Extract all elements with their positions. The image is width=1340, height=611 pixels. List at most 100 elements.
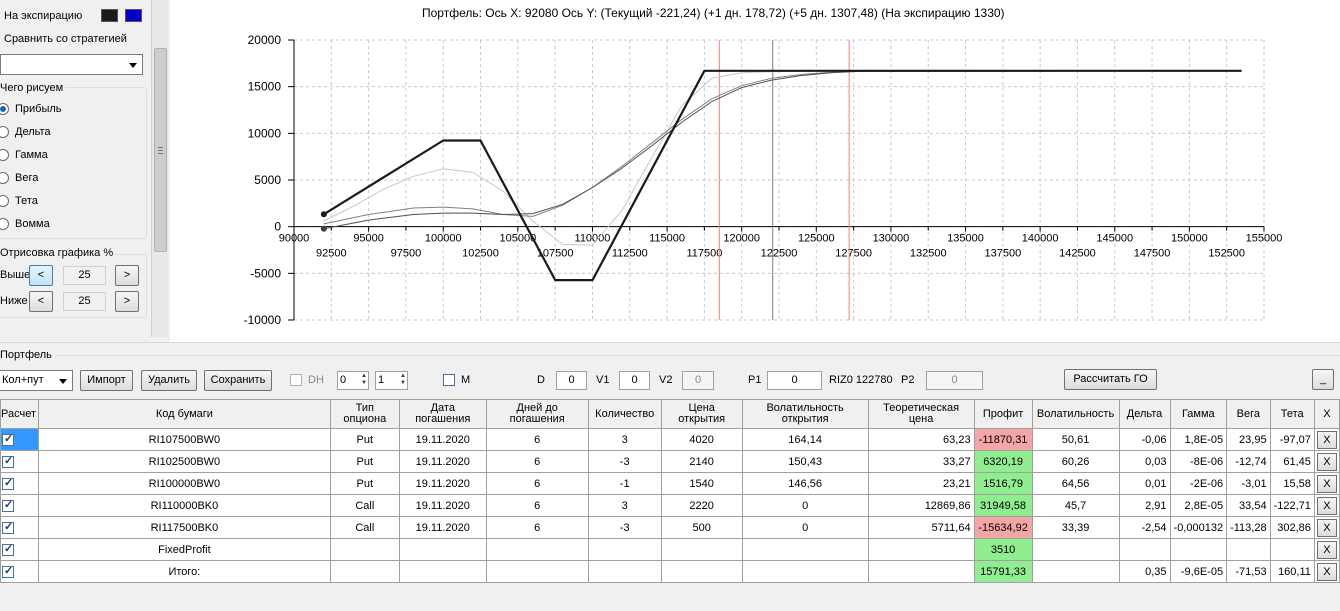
cell-profit[interactable]: -11870,31 <box>973 428 1033 451</box>
row-calc-checkbox[interactable] <box>2 520 14 534</box>
row-calc-checkbox[interactable] <box>2 498 14 512</box>
row-calc-checkbox[interactable] <box>2 542 14 556</box>
cell-gamma[interactable]: -0,000132 <box>1169 516 1228 539</box>
cell-date[interactable]: 19.11.2020 <box>398 494 487 517</box>
d-input[interactable]: 0 <box>556 371 587 390</box>
cell-date[interactable]: 19.11.2020 <box>398 450 487 473</box>
cell-theta[interactable]: -97,07 <box>1269 428 1315 451</box>
col-header[interactable]: Дней до погашения <box>485 399 589 429</box>
p1-input[interactable]: 0 <box>767 371 822 390</box>
cell-gamma[interactable]: 1,8E-05 <box>1169 428 1228 451</box>
cell-theo[interactable]: 63,23 <box>867 428 975 451</box>
col-header[interactable]: Вега <box>1226 399 1271 429</box>
save-button[interactable]: Сохранить <box>204 370 272 391</box>
cell-date[interactable] <box>398 538 487 561</box>
cell-days[interactable]: 6 <box>485 472 589 495</box>
cell-price[interactable]: 1540 <box>660 472 743 495</box>
calc-margin-button[interactable]: Рассчитать ГО <box>1064 369 1157 390</box>
col-header[interactable]: Дельта <box>1118 399 1171 429</box>
above-decrease-button[interactable]: < <box>29 265 53 286</box>
remove-row-button[interactable]: X <box>1316 518 1337 537</box>
cell-vol-open[interactable] <box>741 538 869 561</box>
cell-theta[interactable]: 15,58 <box>1269 472 1315 495</box>
table-row[interactable]: RI100000BW0Put19.11.20206-11540146,5623,… <box>0 472 1340 495</box>
cell-delta[interactable] <box>1118 538 1171 561</box>
cell-type[interactable]: Put <box>329 450 400 473</box>
p2-input[interactable]: 0 <box>926 371 983 390</box>
profit-chart[interactable]: 20000 15000 10000 5000 0 -5000 -10000 90000 9500… <box>0 0 1340 342</box>
cell-vega[interactable] <box>1226 538 1271 561</box>
col-header[interactable]: Волатильность открытия <box>741 399 869 429</box>
below-decrease-button[interactable]: < <box>29 291 53 312</box>
cell-code[interactable]: RI117500BK0 <box>38 516 331 539</box>
cell-price[interactable]: 2220 <box>660 494 743 517</box>
cell-price[interactable] <box>660 538 743 561</box>
import-button[interactable]: Импорт <box>80 370 133 391</box>
cell-delta[interactable]: 0,35 <box>1118 560 1171 583</box>
cell-gamma[interactable] <box>1169 538 1228 561</box>
row-calc-checkbox[interactable] <box>2 564 14 578</box>
cell-date[interactable]: 19.11.2020 <box>398 428 487 451</box>
cell-gamma[interactable]: -8E-06 <box>1169 450 1228 473</box>
cell-vega[interactable]: -71,53 <box>1226 560 1271 583</box>
radio-delta[interactable] <box>0 126 9 138</box>
spin-arrows-icon[interactable]: ▲ ▼ <box>361 373 367 386</box>
cell-qty[interactable]: -1 <box>587 472 662 495</box>
cell-profit[interactable]: -15634,92 <box>973 516 1033 539</box>
cell-vol[interactable]: 64,56 <box>1031 472 1120 495</box>
cell-vega[interactable]: -113,28 <box>1226 516 1271 539</box>
expiry-color-black[interactable] <box>101 9 118 22</box>
above-increase-button[interactable]: > <box>115 265 139 286</box>
table-row[interactable]: RI110000BK0Call19.11.2020632220012869,86… <box>0 494 1340 517</box>
cell-date[interactable] <box>398 560 487 583</box>
cell-price[interactable]: 4020 <box>660 428 743 451</box>
cell-type[interactable]: Put <box>329 472 400 495</box>
cell-qty[interactable]: -3 <box>587 450 662 473</box>
cell-vol-open[interactable]: 150,43 <box>741 450 869 473</box>
cell-delta[interactable]: -2,54 <box>1118 516 1171 539</box>
cell-gamma[interactable]: 2,8E-05 <box>1169 494 1228 517</box>
above-value[interactable]: 25 <box>63 266 106 285</box>
remove-row-button[interactable]: X <box>1316 474 1337 493</box>
minimize-button[interactable]: _ <box>1312 369 1334 390</box>
cell-code[interactable]: FixedProfit <box>38 538 331 561</box>
cell-type[interactable] <box>329 560 400 583</box>
cell-vol-open[interactable]: 146,56 <box>741 472 869 495</box>
spin-arrows-icon[interactable]: ▲ ▼ <box>400 373 406 386</box>
cell-theo[interactable] <box>867 560 975 583</box>
cell-vega[interactable]: 23,95 <box>1226 428 1271 451</box>
table-row[interactable]: RI102500BW0Put19.11.20206-32140150,4333,… <box>0 450 1340 473</box>
remove-row-button[interactable]: X <box>1316 562 1337 581</box>
cell-vega[interactable]: 33,54 <box>1226 494 1271 517</box>
cell-type[interactable]: Call <box>329 494 400 517</box>
cell-vol-open[interactable]: 164,14 <box>741 428 869 451</box>
row-calc-checkbox[interactable] <box>2 476 14 490</box>
cell-theta[interactable]: -122,71 <box>1269 494 1315 517</box>
spin2-input[interactable]: 1 ▲ ▼ <box>375 371 408 390</box>
cell-profit[interactable]: 1516,79 <box>973 472 1033 495</box>
cell-price[interactable] <box>660 560 743 583</box>
cell-vol[interactable] <box>1031 560 1120 583</box>
m-checkbox[interactable] <box>443 374 455 386</box>
scrollbar-thumb[interactable] <box>154 48 167 252</box>
cell-qty[interactable]: 3 <box>587 428 662 451</box>
radio-gamma[interactable] <box>0 149 9 161</box>
table-row[interactable]: RI107500BW0Put19.11.2020634020164,1463,2… <box>0 428 1340 451</box>
cell-days[interactable] <box>485 560 589 583</box>
col-header[interactable]: Дата погашения <box>398 399 487 429</box>
v2-input[interactable]: 0 <box>682 371 714 390</box>
cell-vol[interactable] <box>1031 538 1120 561</box>
cell-theta[interactable] <box>1269 538 1315 561</box>
radio-vega[interactable] <box>0 172 9 184</box>
cell-days[interactable]: 6 <box>485 428 589 451</box>
radio-theta[interactable] <box>0 195 9 207</box>
col-header[interactable]: Тип опциона <box>329 399 400 429</box>
cell-delta[interactable]: 0,01 <box>1118 472 1171 495</box>
cell-theo[interactable]: 5711,64 <box>867 516 975 539</box>
cell-profit[interactable]: 3510 <box>973 538 1033 561</box>
cell-price[interactable]: 500 <box>660 516 743 539</box>
table-row[interactable]: FixedProfit 3510 X <box>0 538 1340 561</box>
cell-vol[interactable]: 33,39 <box>1031 516 1120 539</box>
cell-vol[interactable]: 60,26 <box>1031 450 1120 473</box>
